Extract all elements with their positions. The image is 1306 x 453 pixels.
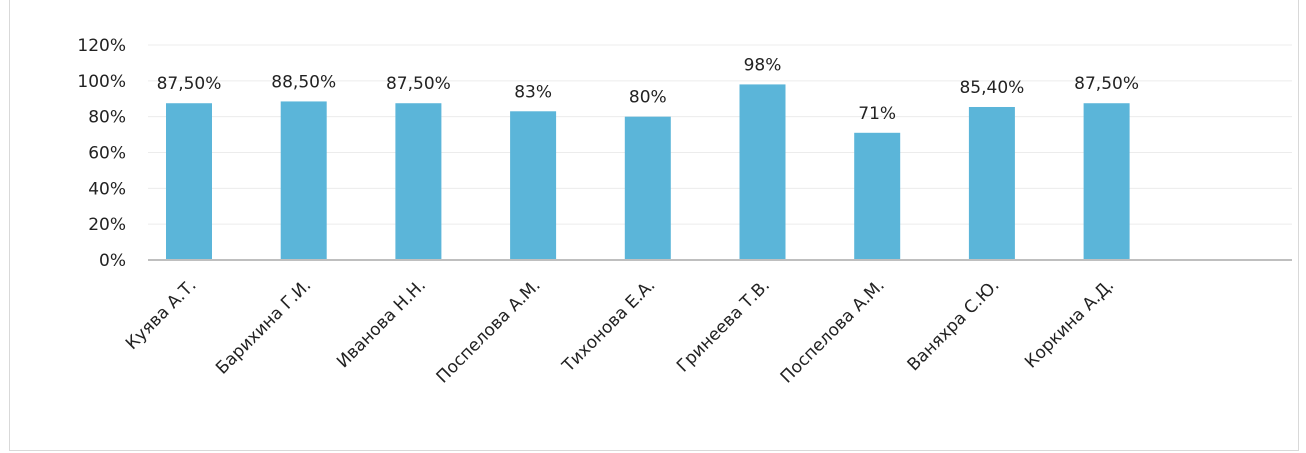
y-tick-label: 20%: [88, 215, 126, 235]
data-label: 83%: [514, 82, 552, 102]
gridlines: [148, 44, 1292, 225]
data-label: 98%: [744, 55, 782, 75]
x-category-label: Иванова Н.Н.: [333, 275, 430, 372]
bar: [968, 106, 1015, 260]
x-category-label: Тихонова Е.А.: [558, 275, 659, 376]
x-category-label: Гринеева Т.В.: [673, 275, 774, 376]
x-category-label: Поспелова А.М.: [433, 275, 545, 387]
bar: [854, 132, 901, 260]
data-label: 88,50%: [271, 72, 336, 92]
bar: [510, 111, 557, 261]
bar: [739, 84, 786, 261]
y-axis-ticks: 0% 20% 40% 60% 80% 100% 120%: [77, 36, 126, 271]
data-label: 80%: [629, 88, 667, 108]
bar: [1083, 103, 1130, 261]
y-tick-label: 40%: [88, 179, 126, 199]
x-axis-categories: Куява А.Т. Барихина Г.И. Иванова Н.Н. Поспе…: [122, 275, 1118, 387]
x-category-label: Коркина А.Д.: [1021, 275, 1118, 372]
bar: [624, 116, 671, 261]
bar: [280, 101, 327, 260]
data-label: 71%: [858, 104, 896, 124]
data-label: 87,50%: [1074, 74, 1139, 94]
bar: [395, 103, 442, 261]
x-category-label: Барихина Г.И.: [212, 275, 315, 378]
x-category-label: Ваняхра С.Ю.: [904, 275, 1004, 375]
y-tick-label: 80%: [88, 108, 126, 128]
data-label: 87,50%: [157, 74, 222, 94]
y-tick-label: 60%: [88, 144, 126, 164]
data-labels: 87,50% 88,50% 87,50% 83% 80% 98% 71% 85,40% 87,5…: [157, 55, 1139, 123]
data-label: 85,40%: [959, 78, 1024, 98]
y-tick-label: 0%: [99, 251, 126, 271]
x-category-label: Куява А.Т.: [122, 275, 201, 354]
y-tick-label: 100%: [77, 72, 126, 92]
bars: [166, 84, 1130, 261]
y-tick-label: 120%: [77, 36, 126, 56]
data-label: 87,50%: [386, 74, 451, 94]
x-category-label: Поспелова А.М.: [777, 275, 889, 387]
bar: [166, 103, 212, 261]
